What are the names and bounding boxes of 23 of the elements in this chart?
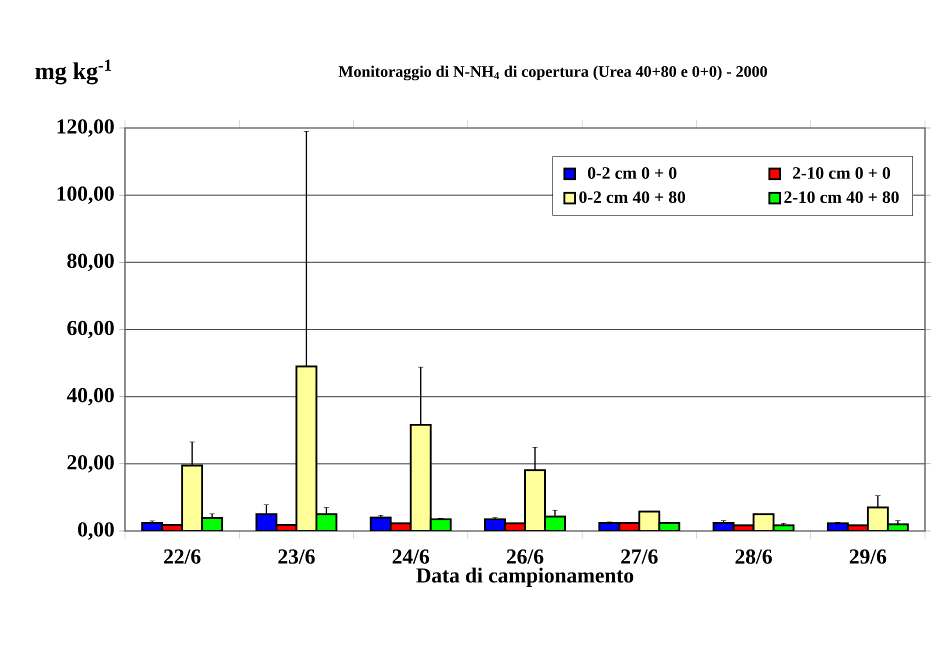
legend-label: 0-2 cm 0 + 0 (588, 167, 676, 179)
legend-label: 0-2 cm 40 + 80 (579, 191, 686, 204)
y-tick-label: 100,00 (58, 186, 114, 204)
x-tick-label: 29/6 (850, 549, 886, 564)
y-tick-label: 40,00 (66, 388, 114, 406)
x-axis-title: Data di campionamento (416, 568, 634, 587)
x-tick-label: 22/6 (164, 549, 200, 564)
x-tick-label: 27/6 (621, 549, 658, 564)
y-tick-label: 0,00 (78, 522, 114, 540)
y-tick-label: 20,00 (68, 455, 114, 473)
legend-label: 2-10 cm 40 + 80 (784, 191, 899, 204)
y-axis-title: mg kg$^{-1}$ (35, 60, 112, 84)
x-tick-label: 23/6 (278, 549, 315, 564)
x-tick-label: 28/6 (736, 549, 772, 564)
bar (410, 424, 431, 531)
x-tick-label: 26/6 (506, 549, 544, 564)
y-tick-label: 120,00 (58, 119, 114, 137)
chart-title: Monitoraggio di N-NH$_{4}$ di copertura (Urea 40+80 e 0+0) - 2000 (338, 66, 767, 80)
x-tick-label: 24/6 (392, 549, 430, 564)
y-tick-label: 80,00 (67, 254, 114, 272)
bar (296, 366, 316, 531)
y-tick-label: 60,00 (67, 320, 114, 338)
legend-label: 2-10 cm 0 + 0 (793, 167, 890, 179)
